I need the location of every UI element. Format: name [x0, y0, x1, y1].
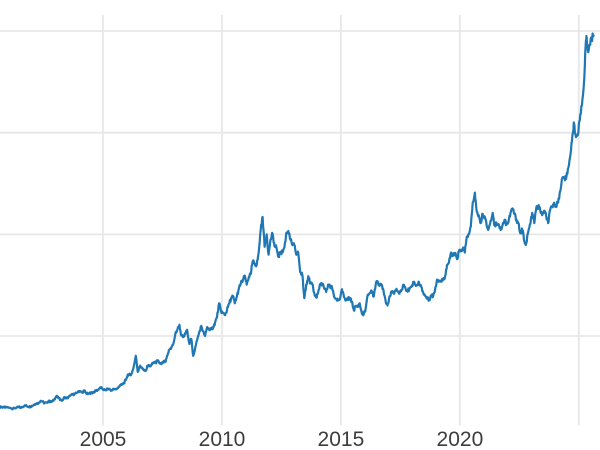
x-tick-label-2005: 2005 [80, 428, 127, 450]
x-tick-labels: 2005 2010 2015 2020 [80, 428, 484, 450]
x-tick-label-2015: 2015 [318, 428, 365, 450]
series-layer [0, 32, 595, 411]
x-tick-label-2020: 2020 [437, 428, 484, 450]
grid-layer [0, 15, 600, 426]
x-tick-label-2010: 2010 [199, 428, 246, 450]
price-line [0, 32, 595, 411]
